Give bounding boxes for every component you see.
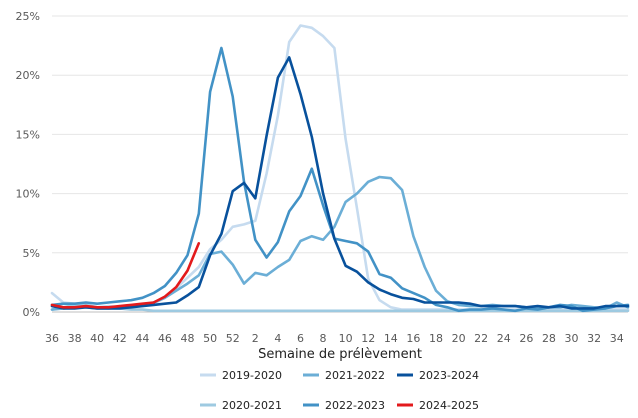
x-tick-label: 4 xyxy=(274,332,281,345)
y-axis-ticks: 0% 5% 10% 15% 20% 25% xyxy=(16,10,40,319)
series-line-2024-2025 xyxy=(50,242,201,309)
series-2022-2023 xyxy=(50,46,630,313)
legend-label: 2023-2024 xyxy=(419,369,479,382)
x-tick-label: 44 xyxy=(135,332,149,345)
y-tick-label: 25% xyxy=(16,10,40,23)
y-tick-label: 5% xyxy=(23,247,40,260)
x-tick-label: 38 xyxy=(68,332,82,345)
x-axis-title: Semaine de prélèvement xyxy=(258,347,422,362)
x-tick-label: 24 xyxy=(497,332,511,345)
x-tick-label: 32 xyxy=(587,332,601,345)
x-tick-label: 10 xyxy=(339,332,353,345)
y-tick-label: 10% xyxy=(16,188,40,201)
legend-label: 2019-2020 xyxy=(222,369,282,382)
x-tick-label: 34 xyxy=(610,332,624,345)
x-tick-label: 18 xyxy=(429,332,443,345)
x-tick-label: 36 xyxy=(45,332,59,345)
series-line-2023-2024 xyxy=(50,56,630,310)
x-tick-label: 16 xyxy=(406,332,420,345)
series-lines xyxy=(50,24,630,313)
x-tick-label: 50 xyxy=(203,332,217,345)
legend-item-2023-2024: 2023-2024 xyxy=(397,369,479,382)
x-tick-label: 8 xyxy=(320,332,327,345)
x-tick-label: 2 xyxy=(252,332,259,345)
legend-item-2024-2025: 2024-2025 xyxy=(397,399,479,412)
y-tick-label: 20% xyxy=(16,69,40,82)
x-tick-label: 14 xyxy=(384,332,398,345)
y-tick-label: 0% xyxy=(23,306,40,319)
legend-label: 2020-2021 xyxy=(222,399,282,412)
legend-item-2020-2021: 2020-2021 xyxy=(200,399,282,412)
series-2019-2020 xyxy=(50,24,630,311)
y-tick-label: 15% xyxy=(16,128,40,141)
legend-item-2019-2020: 2019-2020 xyxy=(200,369,282,382)
legend-label: 2024-2025 xyxy=(419,399,479,412)
series-line-2020-2021 xyxy=(50,303,630,313)
series-line-2022-2023 xyxy=(50,46,630,313)
x-tick-label: 22 xyxy=(474,332,488,345)
x-tick-label: 30 xyxy=(565,332,579,345)
x-tick-label: 28 xyxy=(542,332,556,345)
x-tick-label: 6 xyxy=(297,332,304,345)
x-tick-label: 12 xyxy=(361,332,375,345)
x-axis-ticks: 36 38 40 42 44 46 48 50 52 2 4 6 8 10 12 14 16 18 20 22 24 26… xyxy=(45,332,624,345)
x-tick-label: 40 xyxy=(90,332,104,345)
legend: 2019-2020 2021-2022 2023-2024 2020-2021 2022… xyxy=(200,369,479,412)
legend-label: 2021-2022 xyxy=(325,369,385,382)
legend-item-2022-2023: 2022-2023 xyxy=(303,399,385,412)
gridlines xyxy=(52,15,628,313)
x-tick-label: 52 xyxy=(226,332,240,345)
series-2020-2021 xyxy=(50,303,630,313)
x-tick-label: 20 xyxy=(452,332,466,345)
series-2024-2025 xyxy=(50,242,201,309)
series-line-2019-2020 xyxy=(50,24,630,311)
legend-item-2021-2022: 2021-2022 xyxy=(303,369,385,382)
x-tick-label: 48 xyxy=(181,332,195,345)
legend-label: 2022-2023 xyxy=(325,399,385,412)
series-2023-2024 xyxy=(50,56,630,310)
series-line-2021-2022 xyxy=(50,175,630,311)
series-2021-2022 xyxy=(50,175,630,311)
x-tick-label: 46 xyxy=(158,332,172,345)
x-tick-label: 42 xyxy=(113,332,127,345)
x-tick-label: 26 xyxy=(519,332,533,345)
